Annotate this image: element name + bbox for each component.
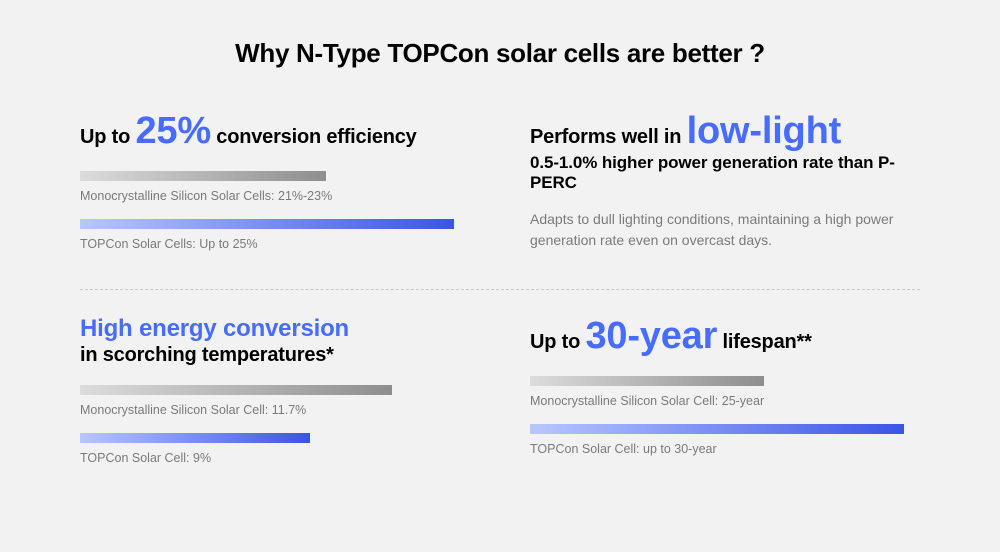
heading-accent: low-light xyxy=(687,110,841,152)
feature-grid: Up to 25% conversion efficiency Monocrys… xyxy=(80,111,920,481)
bar-topcon-label: TOPCon Solar Cell: 9% xyxy=(80,451,470,465)
feature-lowlight-body: Adapts to dull lighting conditions, main… xyxy=(530,209,920,252)
bar-topcon xyxy=(80,433,310,443)
feature-efficiency-heading: Up to 25% conversion efficiency xyxy=(80,111,470,153)
feature-lowlight-heading: Performs well in low-light xyxy=(530,111,920,153)
heading-pre: Performs well in xyxy=(530,126,687,148)
bar-mono xyxy=(80,385,392,395)
feature-heat: High energy conversion in scorching temp… xyxy=(80,316,470,481)
bar-mono-label: Monocrystalline Silicon Solar Cells: 21%… xyxy=(80,189,470,203)
bar-topcon-label: TOPCon Solar Cell: up to 30-year xyxy=(530,442,920,456)
feature-efficiency: Up to 25% conversion efficiency Monocrys… xyxy=(80,111,470,267)
feature-lifespan: Up to 30-year lifespan** Monocrystalline… xyxy=(530,316,920,481)
lifespan-bars: Monocrystalline Silicon Solar Cell: 25-y… xyxy=(530,376,920,456)
bar-mono xyxy=(530,376,764,386)
bar-mono-label: Monocrystalline Silicon Solar Cell: 11.7… xyxy=(80,403,470,417)
heading-pre: Up to xyxy=(80,126,135,148)
feature-heat-heading: High energy conversion xyxy=(80,316,470,342)
heading-accent: 25% xyxy=(135,110,210,152)
heading-post: conversion efficiency xyxy=(211,126,417,148)
bar-topcon xyxy=(530,424,904,434)
feature-heat-sub: in scorching temperatures* xyxy=(80,344,470,367)
feature-lifespan-heading: Up to 30-year lifespan** xyxy=(530,316,920,358)
bar-mono xyxy=(80,171,326,181)
bar-topcon-label: TOPCon Solar Cells: Up to 25% xyxy=(80,237,470,251)
heat-bars: Monocrystalline Silicon Solar Cell: 11.7… xyxy=(80,385,470,465)
feature-lowlight: Performs well in low-light 0.5-1.0% high… xyxy=(530,111,920,267)
feature-lowlight-sub: 0.5-1.0% higher power generation rate th… xyxy=(530,153,920,193)
bar-mono-label: Monocrystalline Silicon Solar Cell: 25-y… xyxy=(530,394,920,408)
bar-topcon xyxy=(80,219,454,229)
row-divider xyxy=(80,289,920,290)
heading-post: lifespan** xyxy=(717,331,812,353)
heading-pre: Up to xyxy=(530,331,585,353)
heading-accent: 30-year xyxy=(585,315,717,357)
page-title: Why N-Type TOPCon solar cells are better… xyxy=(80,38,920,69)
efficiency-bars: Monocrystalline Silicon Solar Cells: 21%… xyxy=(80,171,470,251)
